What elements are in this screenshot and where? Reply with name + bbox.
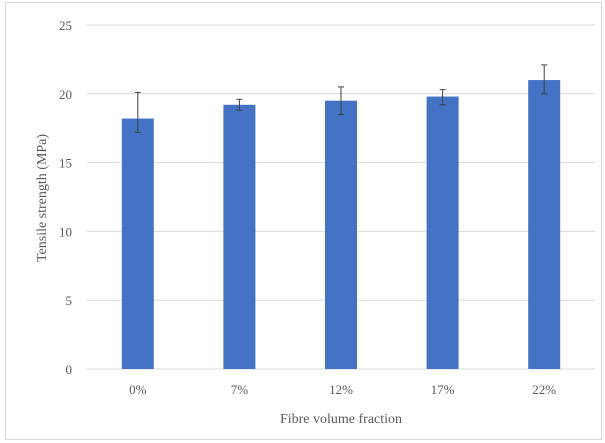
- x-tick-label: 0%: [129, 382, 147, 397]
- y-tick-label: 0: [66, 362, 73, 377]
- bar-17pct: [426, 96, 459, 369]
- y-tick-label: 20: [59, 87, 72, 102]
- x-tick-label: 22%: [532, 382, 556, 397]
- chart-frame: [5, 2, 602, 440]
- bars: [121, 80, 561, 370]
- x-tick-label: 7%: [231, 382, 249, 397]
- bar-0pct: [121, 118, 154, 370]
- y-axis-ticks: 0 5 10 15 20 25: [59, 18, 72, 377]
- y-axis-title: Tensile strength (MPa): [35, 134, 50, 262]
- y-tick-label: 10: [59, 224, 72, 239]
- y-tick-label: 25: [59, 18, 72, 33]
- bar-7pct: [223, 104, 256, 370]
- y-tick-label: 5: [66, 293, 73, 308]
- bar-22pct: [528, 80, 561, 369]
- error-bars: [134, 64, 548, 133]
- x-axis-title: Fibre volume fraction: [280, 412, 402, 427]
- y-tick-label: 15: [59, 156, 72, 171]
- x-tick-label: 17%: [431, 382, 455, 397]
- x-tick-label: 12%: [329, 382, 353, 397]
- x-axis-ticks: 0% 7% 12% 17% 22%: [129, 382, 556, 397]
- bar-12pct: [325, 100, 357, 370]
